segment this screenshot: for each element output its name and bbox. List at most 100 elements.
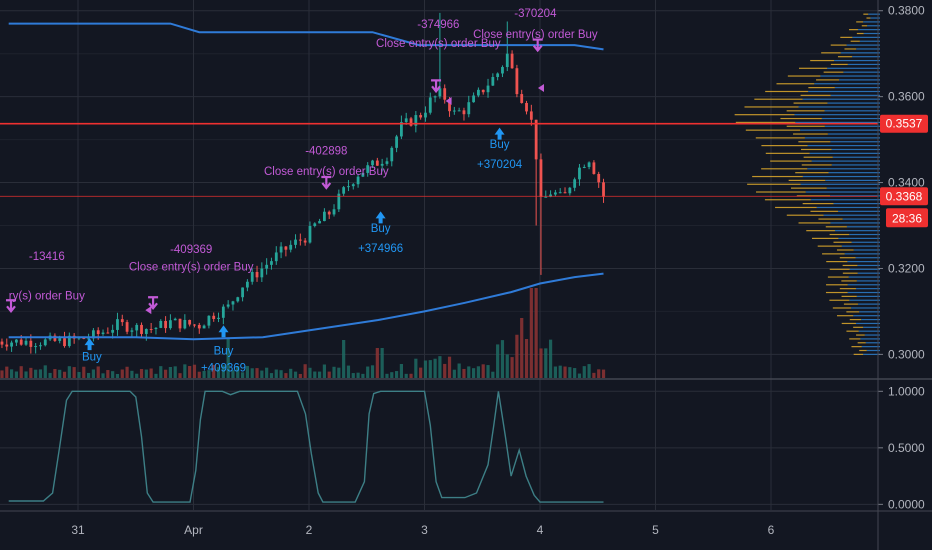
candle-body	[582, 166, 586, 168]
volume-bar	[91, 369, 95, 378]
volume-bar	[486, 365, 490, 378]
candle-body	[149, 328, 153, 330]
price-tag-label: 0.3537	[886, 117, 923, 131]
volume-bar	[342, 340, 346, 378]
volume-bar	[346, 365, 351, 378]
lower-average-line	[8, 272, 604, 341]
profile-bar-down	[793, 102, 828, 104]
profile-bar-up	[807, 168, 880, 170]
volume-bar	[380, 348, 384, 378]
volume-bar	[250, 368, 254, 378]
upper-average-line	[8, 22, 604, 51]
profile-bar-up	[816, 206, 880, 209]
volume-bar	[438, 356, 442, 378]
profile-bar-up	[832, 156, 880, 158]
profile-bar-up	[839, 79, 880, 81]
volume-bar	[260, 370, 264, 378]
profile-bar-up	[834, 59, 880, 62]
volume-bar	[332, 366, 336, 378]
volume-bar	[120, 369, 124, 378]
profile-bar-down	[756, 191, 806, 193]
y-tick-label: 0.3800	[888, 4, 925, 18]
volume-bar	[452, 369, 456, 378]
profile-bar-up	[848, 276, 880, 278]
volume-bar	[539, 348, 543, 378]
candle-body	[481, 89, 485, 93]
candle-body	[15, 339, 18, 343]
candle-body	[294, 239, 297, 245]
volume-bar	[515, 334, 519, 378]
volume-bar	[115, 373, 120, 378]
profile-bar-down	[851, 346, 862, 348]
volume-bar	[322, 364, 326, 378]
profile-bar-down	[822, 253, 845, 255]
profile-bar-down	[775, 206, 817, 209]
candle-body	[125, 322, 129, 332]
volume-bar	[582, 366, 586, 378]
volume-bar	[298, 373, 302, 378]
profile-bar-up	[811, 160, 880, 162]
volume-bar	[544, 348, 548, 378]
candle-body	[361, 172, 365, 177]
candle-body	[250, 272, 254, 282]
profile-bar-down	[849, 318, 862, 321]
profile-bar-down	[829, 299, 850, 301]
candle-body	[24, 340, 28, 345]
volume-bars	[0, 288, 606, 378]
side-marker-icon	[145, 306, 152, 315]
profile-bar-down	[765, 152, 810, 154]
candle-body	[380, 163, 384, 166]
osc-tick-label: 1.0000	[888, 384, 925, 398]
profile-bar-down	[830, 44, 847, 46]
profile-bar-up	[830, 195, 880, 197]
candle-body	[505, 53, 509, 68]
profile-bar-down	[832, 307, 852, 309]
candle-body	[120, 319, 124, 323]
profile-bar-up	[856, 322, 880, 325]
candle-body	[414, 115, 418, 126]
profile-bar-up	[853, 315, 880, 317]
price-tag-bg	[880, 187, 928, 206]
profile-bar-up	[802, 98, 880, 100]
candle-body	[332, 209, 336, 215]
volume-bar	[231, 370, 235, 378]
volume-bar	[188, 366, 192, 378]
profile-bar-down	[856, 21, 864, 23]
profile-bar-up	[852, 56, 880, 58]
profile-bar-up	[795, 121, 880, 124]
price-tag-bg	[880, 114, 928, 133]
profile-bar-up	[814, 83, 880, 85]
profile-bar-down	[764, 199, 811, 201]
candle-body	[563, 192, 567, 194]
volume-bar	[284, 373, 288, 378]
profile-bar-up	[841, 245, 880, 247]
candle-body	[164, 320, 167, 329]
volume-bar	[43, 365, 47, 378]
profile-bar-up	[857, 272, 880, 274]
volume-bar	[111, 371, 115, 378]
countdown-bg	[886, 208, 928, 228]
profile-bar-up	[849, 299, 880, 301]
candle-body	[448, 99, 451, 112]
volume-bar	[568, 367, 572, 378]
candle-body	[241, 287, 244, 298]
volume-bar	[524, 338, 529, 378]
profile-bar-up	[847, 291, 880, 294]
volume-bar	[419, 367, 423, 378]
candle-body	[106, 332, 110, 334]
profile-bar-up	[838, 210, 880, 212]
trade-markers: -13416 ry(s) order Buy Buy -409369 Close ent…	[6, 8, 598, 375]
profile-bar-up	[830, 222, 880, 224]
volume-bar	[573, 368, 577, 378]
volume-bar	[207, 370, 211, 378]
volume-bar	[77, 371, 81, 378]
candle-body	[284, 246, 288, 250]
profile-bar-up	[800, 129, 880, 131]
volume-bar	[553, 366, 557, 378]
volume-bar	[601, 369, 606, 378]
volume-bar	[390, 372, 394, 378]
volume-bar	[14, 371, 18, 378]
volume-bar	[106, 370, 110, 378]
